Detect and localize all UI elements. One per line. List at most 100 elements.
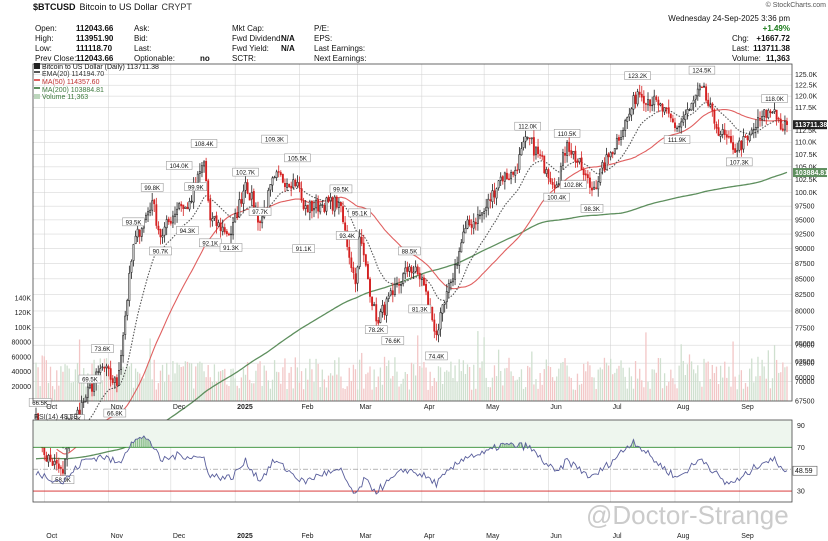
price-annotation-box bbox=[149, 246, 172, 256]
volume-bar bbox=[450, 361, 452, 401]
ticker-exchange: CRYPT bbox=[161, 2, 192, 12]
candle-body bbox=[732, 142, 735, 150]
volume-bar bbox=[541, 384, 543, 401]
volume-bar bbox=[354, 369, 357, 401]
candle-body bbox=[692, 99, 695, 104]
volume-bar bbox=[147, 363, 149, 401]
date-tick-label: Mar bbox=[360, 404, 373, 411]
volume-bar bbox=[51, 386, 54, 401]
volume-bar bbox=[767, 350, 769, 401]
candle-body bbox=[454, 264, 457, 280]
candle-body bbox=[306, 204, 309, 213]
candle-body bbox=[537, 146, 539, 155]
candle-body bbox=[485, 206, 488, 211]
candle-body bbox=[636, 91, 639, 105]
candle-body bbox=[128, 272, 131, 301]
candle-body bbox=[632, 95, 635, 110]
candle-body bbox=[727, 136, 730, 138]
date-tick-label: May bbox=[486, 404, 500, 411]
volume-bar bbox=[356, 389, 359, 401]
candle-body bbox=[514, 169, 517, 176]
volume-bar bbox=[128, 366, 131, 401]
volume-bar bbox=[473, 364, 475, 401]
candle-body bbox=[354, 273, 357, 285]
volume-bar bbox=[483, 337, 485, 401]
volume-bar bbox=[315, 358, 317, 401]
candle-body bbox=[223, 227, 226, 233]
candle-body bbox=[366, 264, 369, 280]
candle-body bbox=[242, 190, 245, 205]
volume-bar bbox=[219, 371, 222, 401]
volume-bar bbox=[294, 357, 296, 401]
candle-body bbox=[435, 330, 438, 335]
candle-body bbox=[474, 221, 477, 225]
candle-body bbox=[298, 182, 301, 188]
candle-body bbox=[744, 135, 747, 138]
candle-body bbox=[161, 235, 164, 238]
volume-bar bbox=[367, 372, 369, 401]
volume-bar bbox=[431, 385, 433, 401]
candle-body bbox=[211, 218, 214, 222]
volume-bar bbox=[740, 370, 743, 401]
candle-body bbox=[437, 329, 440, 336]
volume-bar bbox=[728, 366, 730, 401]
price-annotation-box bbox=[398, 246, 421, 256]
volume-bar bbox=[520, 369, 523, 401]
candle-body bbox=[740, 140, 743, 151]
volume-bar bbox=[222, 370, 224, 401]
candle-body bbox=[203, 161, 205, 167]
price-tick-label: 97500 bbox=[795, 204, 815, 211]
price-grid bbox=[33, 64, 792, 502]
volume-bar bbox=[433, 377, 435, 401]
legend-ema20: EMA(20) 114194.70 bbox=[42, 71, 104, 78]
rsi-overbought-zone bbox=[33, 420, 792, 448]
candle-body bbox=[593, 186, 596, 190]
candle-body bbox=[221, 226, 224, 232]
candle-body bbox=[410, 266, 413, 273]
candle-body bbox=[271, 177, 274, 186]
volume-bar bbox=[736, 389, 738, 401]
volume-bar bbox=[323, 379, 326, 401]
candle-body bbox=[393, 284, 396, 295]
volume-bar bbox=[340, 376, 342, 401]
candle-body bbox=[651, 104, 654, 107]
volume-bar bbox=[780, 372, 782, 401]
price-annotation: 99.9K bbox=[188, 185, 204, 191]
candle-body bbox=[319, 204, 322, 213]
candle-body bbox=[217, 222, 220, 227]
volume-bar bbox=[607, 365, 610, 401]
volume-bar bbox=[282, 367, 284, 401]
candle-body bbox=[501, 176, 504, 182]
candle-body bbox=[250, 191, 253, 200]
volume-bar bbox=[583, 363, 585, 401]
date-tick-label: Jun bbox=[550, 533, 561, 540]
candle-body bbox=[588, 177, 591, 188]
volume-bar bbox=[195, 366, 197, 401]
volume-bar bbox=[325, 387, 328, 401]
price-annotation-box bbox=[28, 398, 52, 407]
price-annotation-box bbox=[78, 374, 102, 384]
last-price-value: 113711.38 bbox=[753, 44, 790, 53]
volume-bar bbox=[651, 369, 653, 401]
volume-bar bbox=[408, 389, 411, 401]
candle-body bbox=[458, 251, 461, 266]
candle-body bbox=[597, 181, 600, 190]
next-earnings-label: Next Earnings: bbox=[314, 54, 367, 63]
last-label: Last: bbox=[134, 44, 152, 53]
candle-body bbox=[198, 171, 201, 174]
candle-body bbox=[373, 304, 376, 307]
volume-bar bbox=[419, 366, 421, 401]
volume-bar bbox=[458, 359, 460, 401]
volume-bar bbox=[180, 366, 182, 401]
price-tick-label: 67500 bbox=[795, 399, 815, 406]
candle-body bbox=[408, 266, 411, 272]
candle-body bbox=[684, 114, 687, 121]
volume-bar bbox=[103, 358, 106, 401]
volume-bar bbox=[744, 382, 747, 401]
volume-bar bbox=[234, 378, 236, 401]
price-tick-label: 85000 bbox=[795, 276, 815, 283]
volume-bar bbox=[284, 358, 286, 401]
candle-body bbox=[51, 460, 54, 466]
candle-body bbox=[190, 200, 193, 203]
